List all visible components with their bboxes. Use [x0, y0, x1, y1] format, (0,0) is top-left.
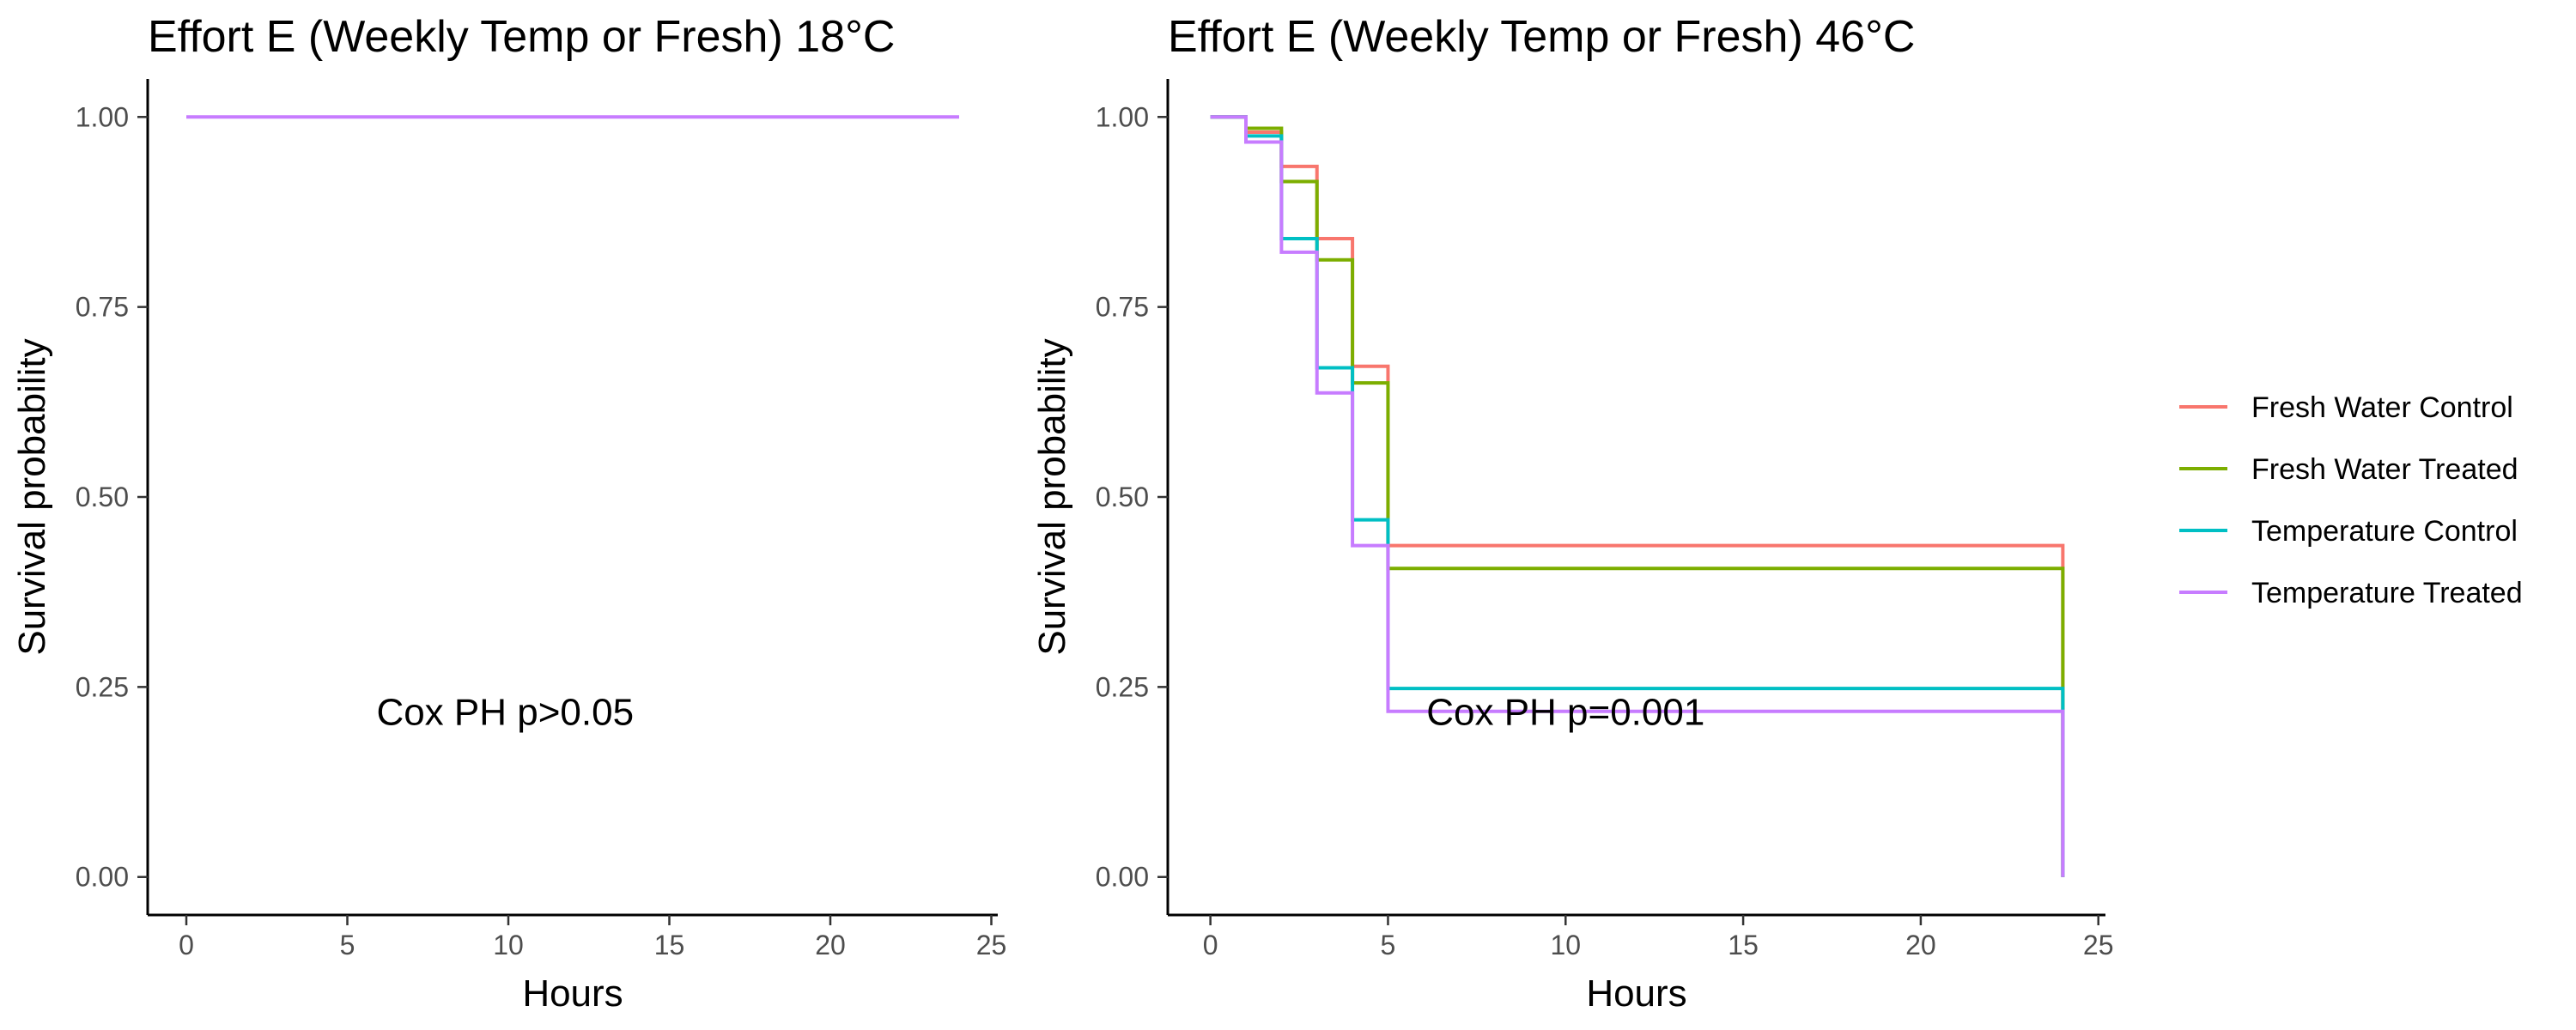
cox-ph-annotation: Cox PH p>0.05	[376, 692, 634, 734]
panel-title: Effort E (Weekly Temp or Fresh) 46°C	[1168, 12, 1915, 62]
y-tick-label: 0.75	[76, 292, 129, 323]
curve-fresh-water-treated	[1210, 115, 2065, 877]
x-tick-label: 15	[654, 930, 685, 960]
x-tick-label: 0	[1203, 930, 1218, 960]
x-tick-label: 20	[1905, 930, 1936, 960]
x-tick-label: 25	[976, 930, 1007, 960]
x-tick-label: 15	[1728, 930, 1759, 960]
curve-fresh-water-control	[1210, 115, 2065, 877]
y-axis-label: Survival probability	[11, 338, 53, 655]
legend-label-fresh-water-control: Fresh Water Control	[2251, 391, 2513, 424]
x-tick-label: 5	[1381, 930, 1396, 960]
legend-label-temperature-treated: Temperature Treated	[2251, 577, 2523, 609]
y-tick-label: 0.25	[76, 671, 129, 702]
y-tick-label: 0.50	[76, 482, 129, 512]
y-tick-label: 1.00	[76, 101, 129, 132]
panel-18c: Effort E (Weekly Temp or Fresh) 18°C 0.00…	[11, 12, 1006, 1015]
curve-temperature-treated	[1210, 115, 2065, 877]
curve-temperature-control	[1210, 115, 2065, 877]
x-axis-label: Hours	[522, 972, 623, 1015]
legend-label-fresh-water-treated: Fresh Water Treated	[2251, 453, 2518, 486]
y-tick-label: 1.00	[1096, 101, 1149, 132]
panel-46c: Effort E (Weekly Temp or Fresh) 46°C 0.00…	[1031, 12, 2114, 1015]
y-axis-label: Survival probability	[1031, 338, 1073, 655]
x-tick-label: 25	[2083, 930, 2114, 960]
y-tick-label: 0.00	[76, 862, 129, 893]
x-tick-label: 20	[815, 930, 846, 960]
cox-ph-annotation: Cox PH p=0.001	[1426, 692, 1704, 734]
x-axis-label: Hours	[1586, 972, 1686, 1015]
legend-label-temperature-control: Temperature Control	[2251, 515, 2518, 548]
legend: Fresh Water Control Fresh Water Treated Te…	[2179, 391, 2523, 609]
y-tick-label: 0.00	[1096, 862, 1149, 893]
y-tick-label: 0.50	[1096, 482, 1149, 512]
y-tick-label: 0.25	[1096, 671, 1149, 702]
y-tick-label: 0.75	[1096, 292, 1149, 323]
x-tick-label: 10	[493, 930, 524, 960]
x-tick-label: 10	[1550, 930, 1581, 960]
panel-title: Effort E (Weekly Temp or Fresh) 18°C	[148, 12, 895, 62]
x-tick-label: 0	[179, 930, 194, 960]
x-tick-label: 5	[340, 930, 355, 960]
